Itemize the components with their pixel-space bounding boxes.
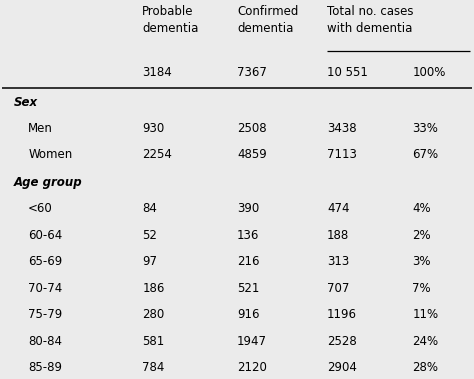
Text: 186: 186 <box>142 282 164 295</box>
Text: 313: 313 <box>327 255 349 268</box>
Text: Probable
dementia: Probable dementia <box>142 5 199 34</box>
Text: 28%: 28% <box>412 362 438 374</box>
Text: 390: 390 <box>237 202 259 215</box>
Text: 70-74: 70-74 <box>28 282 63 295</box>
Text: 2120: 2120 <box>237 362 267 374</box>
Text: Women: Women <box>28 148 73 161</box>
Text: 521: 521 <box>237 282 259 295</box>
Text: 65-69: 65-69 <box>28 255 63 268</box>
Text: 60-64: 60-64 <box>28 229 63 242</box>
Text: 84: 84 <box>142 202 157 215</box>
Text: 1196: 1196 <box>327 309 357 321</box>
Text: 4%: 4% <box>412 202 431 215</box>
Text: 136: 136 <box>237 229 259 242</box>
Text: 33%: 33% <box>412 122 438 135</box>
Text: 280: 280 <box>142 309 164 321</box>
Text: 581: 581 <box>142 335 164 348</box>
Text: 97: 97 <box>142 255 157 268</box>
Text: Men: Men <box>28 122 53 135</box>
Text: 10 551: 10 551 <box>327 66 368 79</box>
Text: 2%: 2% <box>412 229 431 242</box>
Text: 916: 916 <box>237 309 259 321</box>
Text: 930: 930 <box>142 122 164 135</box>
Text: 188: 188 <box>327 229 349 242</box>
Text: 52: 52 <box>142 229 157 242</box>
Text: 4859: 4859 <box>237 148 267 161</box>
Text: 2508: 2508 <box>237 122 266 135</box>
Text: 3184: 3184 <box>142 66 172 79</box>
Text: <60: <60 <box>28 202 53 215</box>
Text: 474: 474 <box>327 202 349 215</box>
Text: 80-84: 80-84 <box>28 335 62 348</box>
Text: Total no. cases
with dementia: Total no. cases with dementia <box>327 5 413 34</box>
Text: 784: 784 <box>142 362 164 374</box>
Text: Age group: Age group <box>14 176 83 189</box>
Text: 7%: 7% <box>412 282 431 295</box>
Text: 67%: 67% <box>412 148 438 161</box>
Text: 1947: 1947 <box>237 335 267 348</box>
Text: Confirmed
dementia: Confirmed dementia <box>237 5 298 34</box>
Text: 216: 216 <box>237 255 259 268</box>
Text: 7367: 7367 <box>237 66 267 79</box>
Text: 707: 707 <box>327 282 349 295</box>
Text: 7113: 7113 <box>327 148 357 161</box>
Text: 3%: 3% <box>412 255 431 268</box>
Text: 85-89: 85-89 <box>28 362 62 374</box>
Text: 100%: 100% <box>412 66 446 79</box>
Text: 24%: 24% <box>412 335 438 348</box>
Text: 2528: 2528 <box>327 335 357 348</box>
Text: 2254: 2254 <box>142 148 172 161</box>
Text: 75-79: 75-79 <box>28 309 63 321</box>
Text: 3438: 3438 <box>327 122 356 135</box>
Text: Sex: Sex <box>14 96 38 110</box>
Text: 11%: 11% <box>412 309 438 321</box>
Text: 2904: 2904 <box>327 362 357 374</box>
